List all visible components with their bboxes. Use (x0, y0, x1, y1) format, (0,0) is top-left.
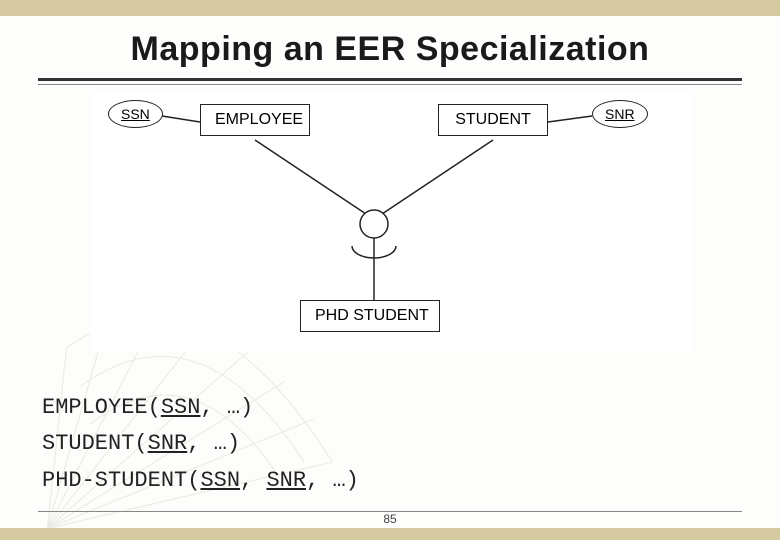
schema-student-name: STUDENT (42, 431, 134, 456)
entity-student-label: STUDENT (455, 111, 531, 128)
schema-employee-key: SSN (161, 395, 201, 420)
entity-phd-student: PHD STUDENT (300, 300, 440, 332)
schema-employee-rest: , …) (200, 395, 253, 420)
entity-employee: EMPLOYEE (200, 104, 310, 136)
schema-employee: EMPLOYEE(SSN, …) (42, 390, 359, 426)
slide-number: 85 (0, 512, 780, 526)
title-underline-thin (38, 84, 742, 85)
entity-employee-label: EMPLOYEE (215, 111, 303, 128)
schema-phd-key1: SSN (200, 468, 240, 493)
eer-diagram: SSN EMPLOYEE STUDENT SNR PHD STUDENT (90, 92, 690, 352)
schema-phd-name: PHD-STUDENT (42, 468, 187, 493)
attribute-snr-label: SNR (605, 106, 635, 122)
schema-student-rest: , …) (187, 431, 240, 456)
schema-student: STUDENT(SNR, …) (42, 426, 359, 462)
schema-phd: PHD-STUDENT(SSN, SNR, …) (42, 463, 359, 499)
relational-schema-list: EMPLOYEE(SSN, …) STUDENT(SNR, …) PHD-STU… (42, 390, 359, 499)
attribute-ssn-label: SSN (121, 106, 150, 122)
bottom-accent-band (0, 528, 780, 540)
entity-student: STUDENT (438, 104, 548, 136)
top-accent-band (0, 0, 780, 16)
slide-title: Mapping an EER Specialization (0, 30, 780, 69)
attribute-ssn: SSN (108, 100, 163, 128)
schema-student-key: SNR (148, 431, 188, 456)
schema-employee-name: EMPLOYEE (42, 395, 148, 420)
schema-phd-key2: SNR (266, 468, 306, 493)
title-underline-thick (38, 78, 742, 81)
attribute-snr: SNR (592, 100, 648, 128)
schema-phd-rest: , …) (306, 468, 359, 493)
entity-phd-label: PHD STUDENT (315, 307, 429, 324)
